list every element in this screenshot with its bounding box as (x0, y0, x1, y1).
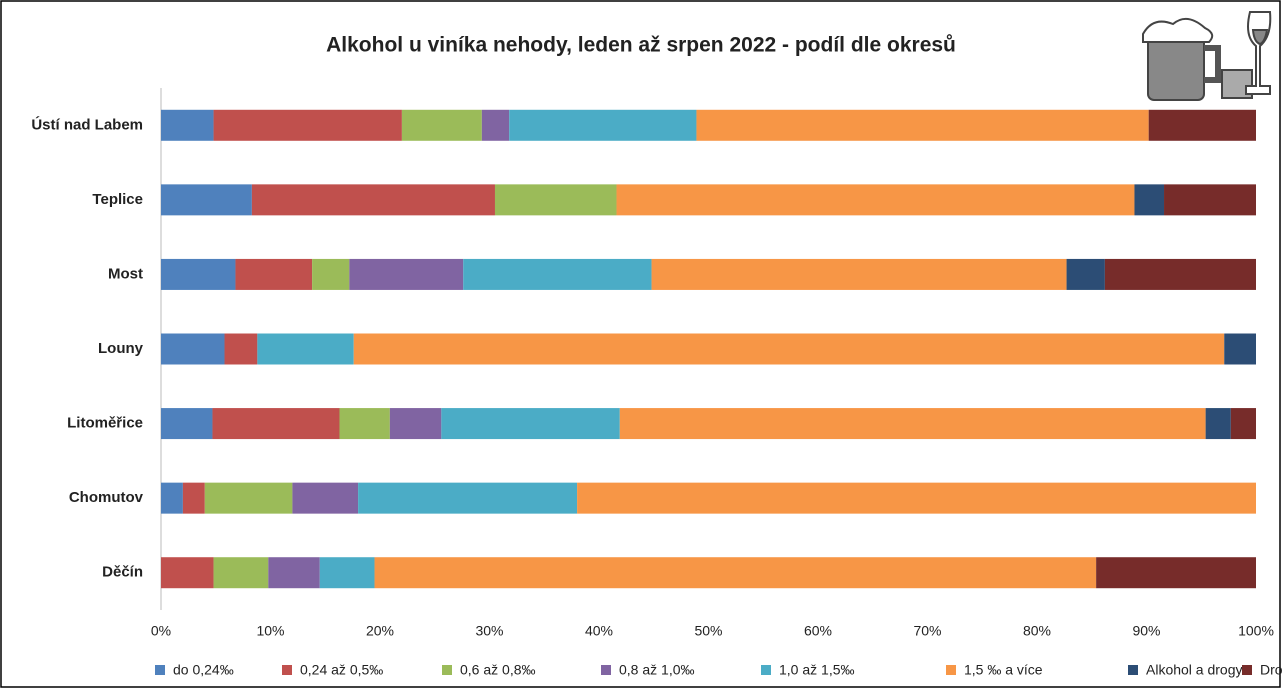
x-tick-label: 0% (151, 623, 171, 639)
y-tick-label: Děčín (102, 564, 143, 581)
legend-label: 0,24 až 0,5‰ (300, 662, 383, 678)
bar-segment (358, 483, 577, 514)
legend-label: Alkohol a drogy (1146, 662, 1243, 678)
legend-marker (1242, 665, 1252, 675)
bar-segment (482, 110, 509, 141)
x-tick-label: 80% (1023, 623, 1051, 639)
bar-segment (375, 557, 1097, 588)
bar-segment (183, 483, 205, 514)
x-tick-label: 60% (804, 623, 832, 639)
legend-marker (601, 665, 611, 675)
legend-marker (155, 665, 165, 675)
bar-segment (1134, 184, 1164, 215)
bar-segment (214, 110, 402, 141)
bar-segment (161, 259, 235, 290)
bar-segment (390, 408, 441, 439)
bar-segment (463, 259, 651, 290)
bar-segment (205, 483, 293, 514)
bar-segment (320, 557, 375, 588)
bar-segment (1105, 259, 1256, 290)
bar-segment (214, 557, 269, 588)
bar-segment (235, 259, 312, 290)
bar-segment (441, 408, 619, 439)
y-tick-label: Teplice (92, 191, 143, 208)
x-tick-label: 20% (366, 623, 394, 639)
bar-segment (268, 557, 319, 588)
y-tick-label: Most (108, 265, 143, 282)
bar-segment (252, 184, 495, 215)
bar-segment (1224, 334, 1256, 365)
bar-segment (1231, 408, 1256, 439)
legend-marker (282, 665, 292, 675)
bar-segment (1206, 408, 1231, 439)
bar-segment (212, 408, 339, 439)
legend-marker (1128, 665, 1138, 675)
bar-segment (354, 334, 1225, 365)
bar-segment (1149, 110, 1256, 141)
bar-segment (577, 483, 1256, 514)
legend-marker (946, 665, 956, 675)
legend-label: do 0,24‰ (173, 662, 234, 678)
y-tick-label: Ústí nad Labem (31, 115, 143, 133)
x-tick-label: 100% (1238, 623, 1274, 639)
bar-segment (161, 483, 183, 514)
x-tick-label: 30% (475, 623, 503, 639)
bar-segment (312, 259, 349, 290)
bar-segment (1067, 259, 1105, 290)
bar-segment (161, 184, 252, 215)
y-tick-label: Louny (98, 340, 144, 357)
chart-title: Alkohol u viníka nehody, leden až srpen … (326, 34, 956, 57)
bar-segment (161, 110, 214, 141)
x-tick-label: 50% (694, 623, 722, 639)
legend-label: 0,6 až 0,8‰ (460, 662, 536, 678)
bar-segment (225, 334, 258, 365)
bar-segment (617, 184, 1135, 215)
x-tick-label: 90% (1132, 623, 1160, 639)
x-tick-label: 10% (256, 623, 284, 639)
bar-segment (161, 408, 212, 439)
bar-segment (292, 483, 358, 514)
y-tick-label: Litoměřice (67, 415, 143, 432)
legend-label: 1,5 ‰ a více (964, 662, 1043, 678)
legend-label: Drogy (1260, 662, 1282, 678)
bar-segment (509, 110, 696, 141)
chart: Alkohol u viníka nehody, leden až srpen … (0, 0, 1282, 689)
bar-segment (696, 110, 1148, 141)
bar-segment (402, 110, 482, 141)
bar-segment (495, 184, 617, 215)
bar-segment (620, 408, 1206, 439)
y-tick-label: Chomutov (69, 489, 144, 506)
legend-label: 1,0 až 1,5‰ (779, 662, 855, 678)
bar-segment (349, 259, 463, 290)
bar-segment (339, 408, 389, 439)
bar-segment (652, 259, 1067, 290)
bar-segment (257, 334, 353, 365)
legend-marker (761, 665, 771, 675)
bar-segment (161, 334, 225, 365)
legend-label: 0,8 až 1,0‰ (619, 662, 695, 678)
bar-segment (1096, 557, 1256, 588)
bar-segment (1164, 184, 1256, 215)
bar-segment (161, 557, 214, 588)
x-tick-label: 40% (585, 623, 613, 639)
x-tick-label: 70% (913, 623, 941, 639)
legend-marker (442, 665, 452, 675)
